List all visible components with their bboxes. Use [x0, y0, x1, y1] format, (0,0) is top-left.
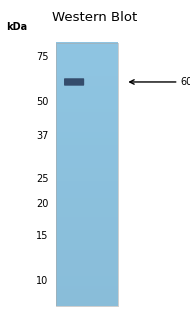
Bar [56, 295, 118, 299]
Bar [56, 131, 118, 135]
Bar [56, 262, 118, 266]
Bar [56, 98, 118, 102]
Bar [56, 282, 118, 286]
Bar [56, 246, 118, 250]
Text: 50: 50 [36, 97, 48, 107]
Bar [56, 108, 118, 112]
Bar [56, 111, 118, 116]
Bar [56, 243, 118, 247]
Text: 60kDa: 60kDa [180, 77, 190, 87]
Bar [56, 167, 118, 171]
Bar [56, 78, 118, 83]
Bar [56, 46, 118, 50]
Text: 15: 15 [36, 231, 48, 241]
Bar [56, 88, 118, 92]
Bar [56, 203, 118, 207]
Bar [56, 55, 118, 60]
Bar [56, 220, 118, 224]
Bar [56, 200, 118, 204]
Bar [56, 101, 118, 106]
Bar [56, 269, 118, 273]
Bar [56, 223, 118, 227]
Bar [56, 265, 118, 270]
Bar [56, 95, 118, 99]
Bar [56, 285, 118, 290]
Bar [56, 49, 118, 53]
Bar [56, 180, 118, 184]
Bar [56, 170, 118, 175]
Bar [56, 154, 118, 158]
Text: 20: 20 [36, 199, 48, 209]
Bar [56, 256, 118, 260]
Bar [56, 177, 118, 181]
Bar [56, 65, 118, 70]
Bar [56, 259, 118, 263]
Bar [56, 302, 118, 306]
Bar [56, 197, 118, 201]
Bar [56, 52, 118, 56]
Bar [56, 43, 118, 306]
Bar [56, 289, 118, 293]
Text: 10: 10 [36, 276, 48, 286]
Text: Western Blot: Western Blot [52, 11, 138, 24]
Bar [56, 72, 118, 76]
Text: kDa: kDa [6, 23, 27, 32]
Bar [56, 141, 118, 145]
FancyBboxPatch shape [64, 78, 84, 86]
Bar [56, 91, 118, 96]
Bar [56, 233, 118, 237]
Bar [56, 210, 118, 214]
Bar [56, 128, 118, 132]
Bar [56, 216, 118, 221]
Bar [56, 298, 118, 303]
Bar [56, 252, 118, 257]
Bar [56, 272, 118, 276]
Bar [56, 292, 118, 296]
Bar [56, 161, 118, 165]
Text: 25: 25 [36, 174, 48, 184]
Bar [56, 174, 118, 178]
Bar [56, 279, 118, 283]
Bar [56, 85, 118, 89]
Bar [56, 144, 118, 148]
Text: 75: 75 [36, 52, 48, 62]
Bar [56, 275, 118, 280]
Bar [56, 239, 118, 243]
Bar [56, 59, 118, 63]
Bar [56, 184, 118, 188]
Bar [56, 75, 118, 79]
Bar [56, 187, 118, 191]
Bar [56, 62, 118, 66]
Bar [56, 206, 118, 211]
Bar [56, 157, 118, 161]
Text: 37: 37 [36, 131, 48, 141]
Bar [56, 151, 118, 155]
Bar [56, 138, 118, 142]
Bar [56, 164, 118, 168]
Bar [56, 118, 118, 122]
Bar [56, 190, 118, 194]
Bar [56, 147, 118, 152]
Bar [56, 121, 118, 125]
Bar [56, 213, 118, 217]
Bar [56, 249, 118, 253]
Bar [56, 230, 118, 234]
Bar [56, 115, 118, 119]
Bar [56, 125, 118, 129]
Bar [56, 42, 118, 47]
Bar [56, 193, 118, 197]
Bar [56, 134, 118, 138]
Bar [56, 226, 118, 231]
Bar [56, 69, 118, 73]
Bar [56, 236, 118, 240]
Bar [56, 82, 118, 86]
Bar [56, 105, 118, 109]
